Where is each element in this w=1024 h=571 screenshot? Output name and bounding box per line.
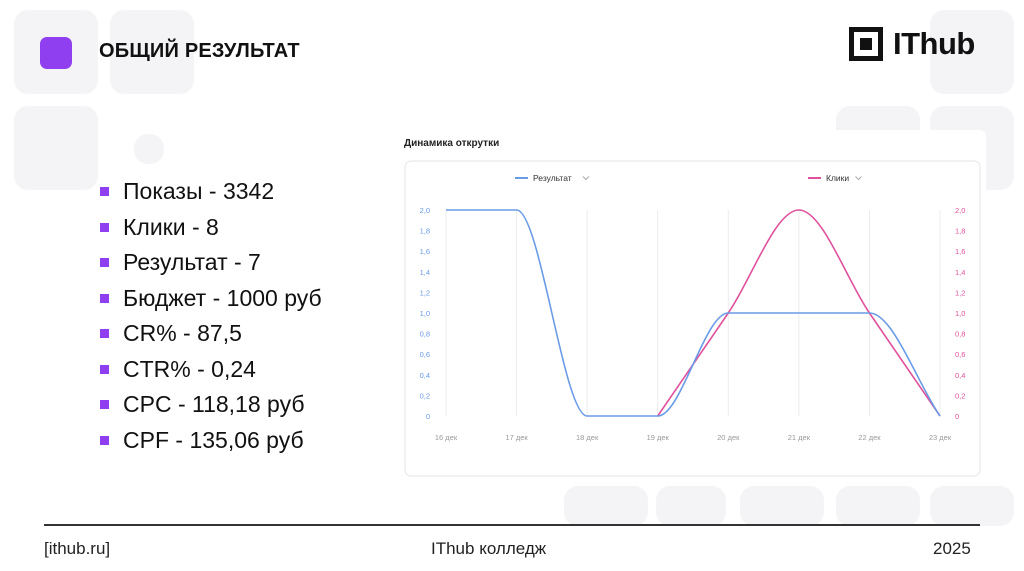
y-tick-label-right: 1,4 <box>955 268 965 277</box>
x-tick-label: 20 дек <box>717 433 740 442</box>
stat-text: CPC - 118,18 руб <box>123 391 305 418</box>
stat-text: CTR% - 0,24 <box>123 355 256 382</box>
stat-text: CR% - 87,5 <box>123 320 242 347</box>
x-tick-label: 22 дек <box>858 433 881 442</box>
bullet-icon <box>100 364 109 374</box>
y-tick-label-right: 0,4 <box>955 371 965 380</box>
x-tick-label: 18 дек <box>576 433 599 442</box>
logo-text: IThub <box>893 26 975 61</box>
list-item: Бюджет - 1000 руб <box>100 281 322 317</box>
stat-text: Показы - 3342 <box>123 178 275 205</box>
list-item: CPC - 118,18 руб <box>100 387 322 423</box>
background-tile <box>836 486 920 526</box>
bullet-icon <box>100 435 109 445</box>
list-item: CR% - 87,5 <box>100 316 322 352</box>
list-item: Клики - 8 <box>100 210 322 246</box>
stat-text: Результат - 7 <box>123 249 261 276</box>
footer-center-text: IThub колледж <box>431 539 547 558</box>
chart-plot-panel <box>404 160 981 477</box>
y-tick-label-right: 1,0 <box>955 309 965 318</box>
y-tick-label-right: 0 <box>955 412 959 421</box>
stats-list: Показы - 3342 Клики - 8 Результат - 7 Бю… <box>100 174 322 458</box>
background-tile <box>14 106 98 190</box>
y-tick-label-left: 1,8 <box>420 227 430 236</box>
x-tick-label: 16 дек <box>435 433 458 442</box>
bullet-icon <box>100 187 109 197</box>
background-tile <box>740 486 824 526</box>
legend-label: Результат <box>533 173 572 183</box>
stat-text: Клики - 8 <box>123 213 219 240</box>
list-item: CPF - 135,06 руб <box>100 423 322 459</box>
y-tick-label-left: 0,6 <box>420 350 430 359</box>
footer-divider <box>44 524 980 526</box>
y-tick-label-left: 1,2 <box>420 288 430 297</box>
bullet-icon <box>100 258 109 268</box>
y-tick-label-left: 0,4 <box>420 371 430 380</box>
x-tick-label: 21 дек <box>788 433 811 442</box>
ithub-logo: IThub <box>849 26 975 61</box>
ithub-logo-icon <box>849 27 883 61</box>
background-tile <box>134 134 164 164</box>
bullet-icon <box>100 293 109 303</box>
y-tick-label-left: 1,0 <box>420 309 430 318</box>
y-tick-label-left: 0,8 <box>420 330 430 339</box>
legend-label: Клики <box>826 173 849 183</box>
stat-text: CPF - 135,06 руб <box>123 426 304 453</box>
background-tile <box>930 10 1014 94</box>
chevron-down-icon <box>855 176 862 181</box>
y-tick-label-left: 2,0 <box>420 206 430 215</box>
background-tile <box>110 10 194 94</box>
list-item: Результат - 7 <box>100 245 322 281</box>
y-tick-label-left: 1,6 <box>420 247 430 256</box>
y-tick-label-right: 0,6 <box>955 350 965 359</box>
chevron-down-icon <box>582 176 590 181</box>
list-item: Показы - 3342 <box>100 174 322 210</box>
background-tile <box>930 486 1014 526</box>
y-tick-label-right: 2,0 <box>955 206 965 215</box>
y-tick-label-left: 0,2 <box>420 391 430 400</box>
line-chart: 16 дек 17 дек 18 дек 19 дек 20 дек 21 дек 22 д… <box>404 160 981 477</box>
x-tick-label: 17 дек <box>505 433 528 442</box>
series-line-clicks <box>657 209 941 417</box>
series-line-result <box>445 209 941 417</box>
footer-year: 2025 <box>933 539 971 558</box>
x-tick-label: 23 дек <box>929 433 952 442</box>
y-tick-label-right: 1,8 <box>955 227 965 236</box>
y-tick-label-left: 1,4 <box>420 268 430 277</box>
background-tile <box>564 486 648 526</box>
x-tick-label: 19 дек <box>647 433 670 442</box>
y-tick-label-right: 1,6 <box>955 247 965 256</box>
background-tile <box>656 486 726 526</box>
bullet-icon <box>100 329 109 339</box>
accent-square-icon <box>40 37 72 69</box>
y-tick-label-left: 0 <box>426 412 430 421</box>
y-tick-label-right: 0,2 <box>955 391 965 400</box>
y-tick-label-right: 1,2 <box>955 288 965 297</box>
list-item: CTR% - 0,24 <box>100 352 322 388</box>
bullet-icon <box>100 222 109 232</box>
stat-text: Бюджет - 1000 руб <box>123 284 322 311</box>
y-tick-label-right: 0,8 <box>955 330 965 339</box>
footer-link[interactable]: [ithub.ru] <box>44 539 111 558</box>
bullet-icon <box>100 400 109 410</box>
page-title: ОБЩИЙ РЕЗУЛЬТАТ <box>99 40 300 62</box>
chart-title: Динамика открутки <box>404 138 500 149</box>
